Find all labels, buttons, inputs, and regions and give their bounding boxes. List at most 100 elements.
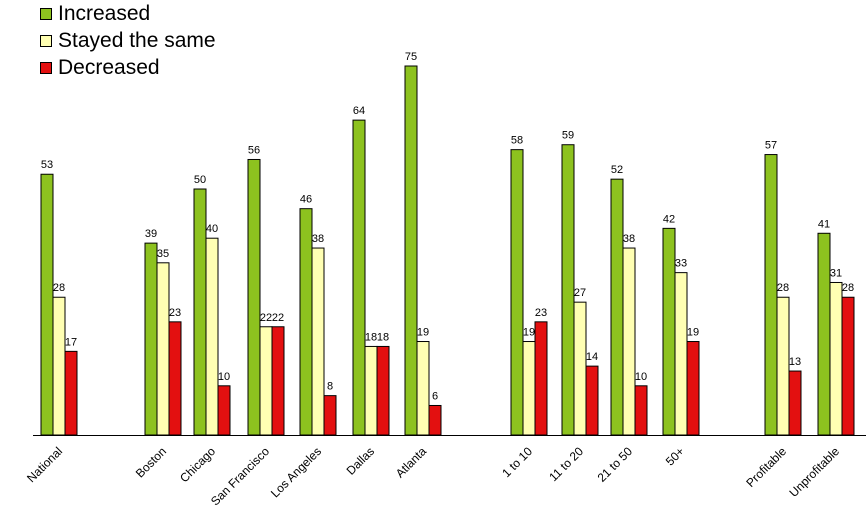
bar-increased-11-to-20 [561, 144, 575, 436]
bar-stayed-the-same-atlanta [416, 341, 430, 436]
data-label-increased-21-to-50: 52 [611, 164, 623, 176]
bar-stayed-the-same-1-to-10 [522, 341, 536, 436]
bar-decreased-atlanta [428, 404, 442, 436]
legend-swatch-stayed-same [40, 34, 52, 47]
data-label-increased-11-to-20: 59 [562, 130, 574, 142]
data-label-increased-50: 42 [663, 213, 675, 225]
bar-decreased-boston [168, 321, 182, 436]
data-label-increased-dallas: 64 [353, 105, 365, 117]
data-label-stayed-the-same-los-angeles: 38 [312, 233, 324, 245]
bar-stayed-the-same-san-francisco [259, 326, 273, 436]
bar-decreased-chicago [217, 385, 231, 436]
legend-swatch-decreased [40, 61, 52, 74]
x-tick-label-21-to-50: 21 to 50 [595, 444, 636, 485]
bar-decreased-san-francisco [271, 326, 285, 436]
data-label-increased-atlanta: 75 [405, 51, 417, 63]
data-label-stayed-the-same-profitable: 28 [777, 282, 789, 294]
bar-decreased-national [64, 350, 78, 436]
x-tick-label-chicago: Chicago [177, 444, 218, 485]
data-label-stayed-the-same-50: 33 [675, 258, 687, 270]
data-label-stayed-the-same-11-to-20: 27 [574, 287, 586, 299]
x-tick-label-dallas: Dallas [344, 444, 377, 477]
x-tick-label-atlanta: Atlanta [393, 444, 430, 481]
x-tick-label-profitable: Profitable [743, 444, 789, 490]
data-label-stayed-the-same-boston: 35 [157, 248, 169, 260]
bar-decreased-11-to-20 [585, 365, 599, 436]
x-tick-label-1-to-10: 1 to 10 [499, 444, 535, 480]
data-label-increased-los-angeles: 46 [300, 194, 312, 206]
data-label-decreased-50: 19 [687, 327, 699, 339]
data-label-increased-national: 53 [41, 159, 53, 171]
data-label-decreased-chicago: 10 [218, 371, 230, 383]
legend-item-stayed-same: Stayed the same [40, 27, 216, 54]
bar-increased-dallas [352, 119, 366, 436]
data-label-decreased-unprofitable: 28 [842, 282, 854, 294]
data-label-decreased-boston: 23 [169, 307, 181, 319]
data-label-decreased-dallas: 18 [377, 331, 389, 343]
legend-swatch-increased [40, 7, 52, 20]
bar-stayed-the-same-profitable [776, 296, 790, 436]
data-label-increased-profitable: 57 [765, 140, 777, 152]
legend-item-decreased: Decreased [40, 54, 216, 81]
data-label-decreased-san-francisco: 22 [272, 312, 284, 324]
bar-increased-profitable [764, 154, 778, 436]
legend-item-increased: Increased [40, 0, 216, 27]
bar-stayed-the-same-21-to-50 [622, 247, 636, 436]
x-tick-label-los-angeles: Los Angeles [268, 444, 324, 500]
bar-decreased-50 [686, 341, 700, 436]
bar-decreased-unprofitable [841, 296, 855, 436]
bar-increased-1-to-10 [510, 149, 524, 436]
data-label-stayed-the-same-21-to-50: 38 [623, 233, 635, 245]
x-tick-label-50: 50+ [663, 444, 687, 468]
data-label-stayed-the-same-unprofitable: 31 [830, 267, 842, 279]
bar-decreased-1-to-10 [534, 321, 548, 436]
bar-increased-boston [144, 242, 158, 436]
bar-decreased-dallas [376, 345, 390, 436]
data-label-stayed-the-same-atlanta: 19 [417, 327, 429, 339]
data-label-decreased-1-to-10: 23 [535, 307, 547, 319]
bar-increased-atlanta [404, 65, 418, 436]
data-label-decreased-21-to-50: 10 [635, 371, 647, 383]
bar-stayed-the-same-national [52, 296, 66, 436]
bar-increased-unprofitable [817, 232, 831, 436]
bar-decreased-profitable [788, 370, 802, 436]
data-label-decreased-profitable: 13 [789, 356, 801, 368]
data-label-increased-unprofitable: 41 [818, 218, 830, 230]
bar-stayed-the-same-dallas [364, 345, 378, 436]
x-tick-label-11-to-20: 11 to 20 [546, 444, 586, 484]
data-label-decreased-los-angeles: 8 [327, 381, 333, 393]
data-label-stayed-the-same-1-to-10: 19 [523, 327, 535, 339]
bar-increased-san-francisco [247, 158, 261, 436]
bar-decreased-los-angeles [323, 395, 337, 436]
bar-increased-chicago [193, 188, 207, 436]
bar-stayed-the-same-50 [674, 272, 688, 436]
legend: Increased Stayed the same Decreased [40, 0, 216, 81]
x-tick-label-national: National [24, 444, 65, 485]
legend-label-stayed-same: Stayed the same [58, 28, 216, 52]
bar-stayed-the-same-los-angeles [311, 247, 325, 436]
bar-stayed-the-same-11-to-20 [573, 301, 587, 436]
data-label-increased-1-to-10: 58 [511, 135, 523, 147]
data-label-increased-boston: 39 [145, 228, 157, 240]
x-tick-label-unprofitable: Unprofitable [786, 444, 842, 500]
data-label-decreased-national: 17 [65, 336, 77, 348]
data-label-decreased-atlanta: 6 [432, 390, 438, 402]
bar-stayed-the-same-chicago [205, 237, 219, 436]
bar-increased-national [40, 173, 54, 436]
bar-increased-50 [662, 227, 676, 436]
data-label-increased-san-francisco: 56 [248, 144, 260, 156]
bar-stayed-the-same-unprofitable [829, 281, 843, 436]
bar-increased-los-angeles [299, 208, 313, 436]
data-label-stayed-the-same-san-francisco: 22 [260, 312, 272, 324]
data-label-increased-chicago: 50 [194, 174, 206, 186]
data-label-stayed-the-same-national: 28 [53, 282, 65, 294]
bar-increased-21-to-50 [610, 178, 624, 436]
bar-stayed-the-same-boston [156, 262, 170, 436]
data-label-stayed-the-same-dallas: 18 [365, 331, 377, 343]
data-label-stayed-the-same-chicago: 40 [206, 223, 218, 235]
bar-decreased-21-to-50 [634, 385, 648, 436]
x-tick-label-boston: Boston [133, 444, 169, 480]
legend-label-increased: Increased [58, 1, 151, 25]
data-label-decreased-11-to-20: 14 [586, 351, 598, 363]
